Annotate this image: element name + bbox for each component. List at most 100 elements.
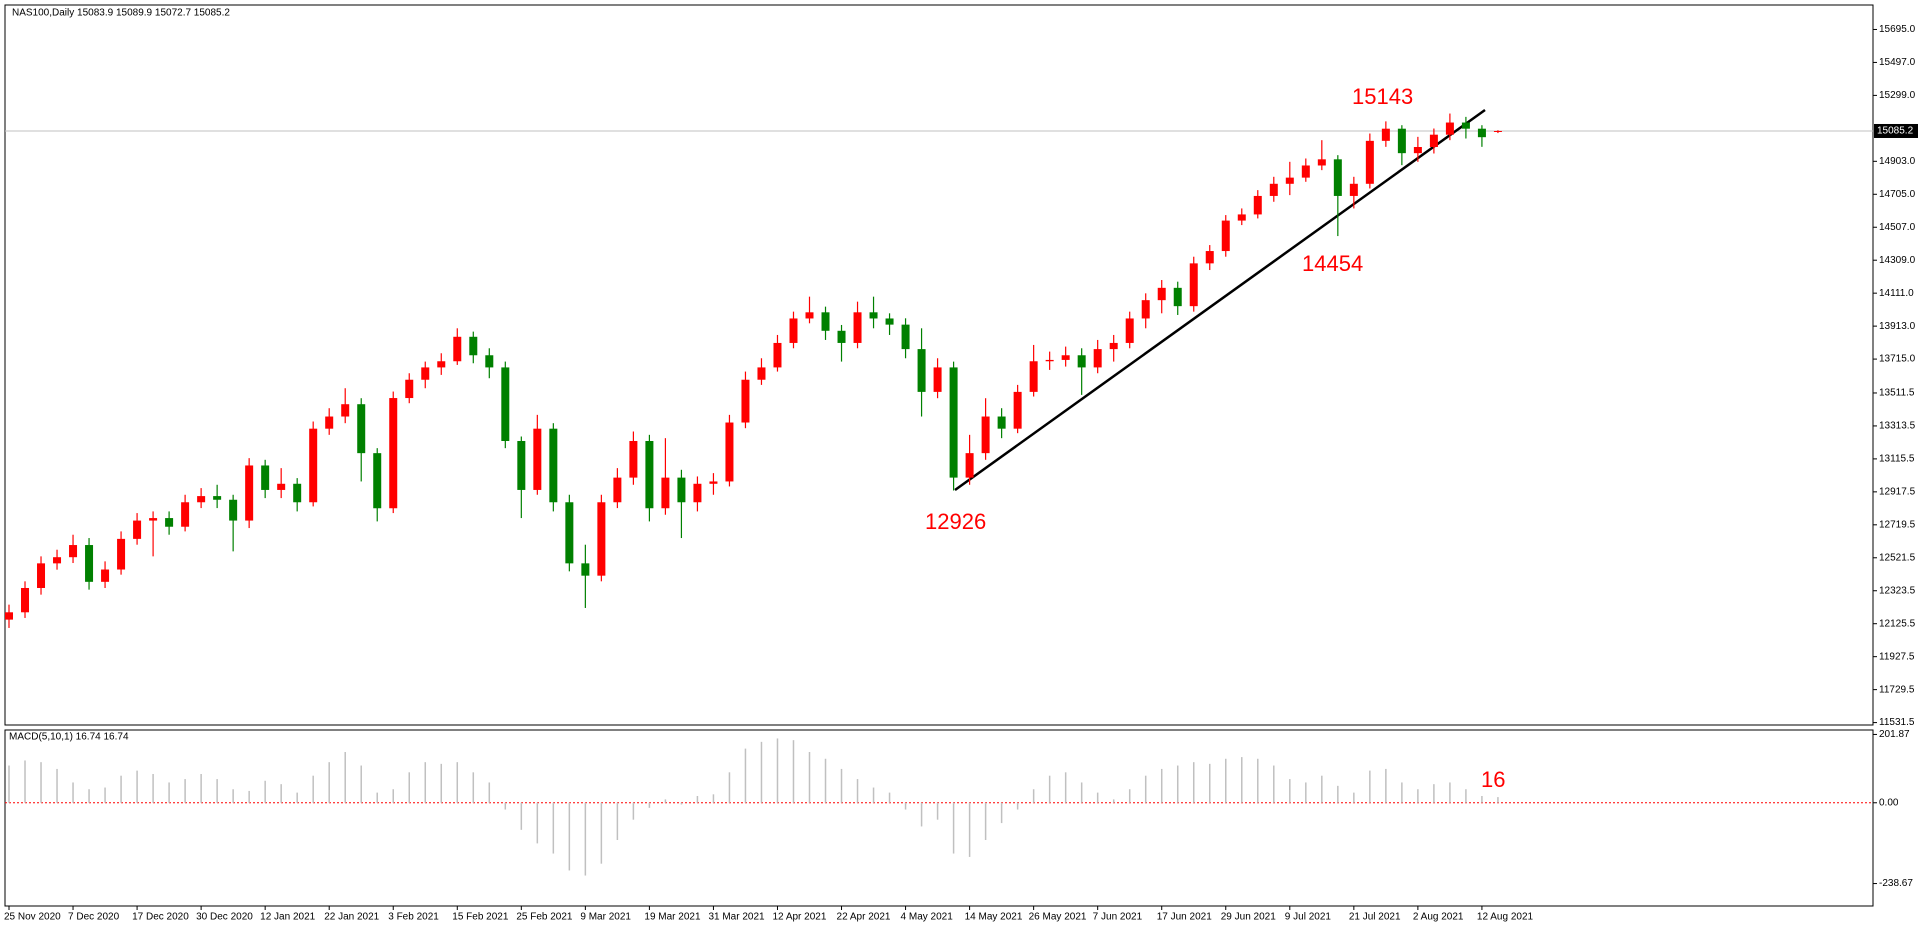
candle-body [405,379,414,399]
candle-body [1077,355,1086,368]
candle-body [757,367,766,380]
candle-body [981,416,990,454]
y-tick-label: 11729.5 [1879,684,1915,695]
candle-body [1013,391,1022,429]
candle-body [5,612,13,620]
candle-body [645,440,654,509]
macd-bar [1257,758,1259,803]
macd-bar [408,772,410,803]
annotation: 14454 [1302,251,1363,276]
y-tick-label: 13511.5 [1879,388,1915,399]
y-tick-label: 0.00 [1879,797,1899,808]
candle-body [53,557,62,564]
macd-bar [296,792,298,803]
candle-body [165,518,174,527]
candle-body [1173,287,1182,307]
candle-body [1477,128,1486,138]
candle-body [197,496,206,503]
candle-body [821,312,830,331]
macd-bar [264,780,266,803]
macd-bar [1337,785,1339,803]
macd-bar [648,802,651,808]
y-tick-label: 14111.0 [1879,288,1914,299]
candle-body [389,398,398,509]
macd-bar [24,760,26,803]
candle-body [357,404,366,454]
macd-pane [4,729,1874,907]
x-tick-label: 9 Mar 2021 [580,912,631,923]
candle-body [629,440,638,478]
annotation: 15143 [1352,84,1413,109]
candle-body [1301,165,1310,178]
candle-body [37,563,46,588]
macd-bar [312,775,314,803]
macd-bar [1032,789,1035,803]
macd-bar [376,792,378,803]
x-tick-label: 22 Jan 2021 [324,912,379,923]
y-tick-label: 15695.0 [1879,24,1916,35]
candle-body [149,518,158,521]
candle-body [453,336,462,362]
candle-body [1029,361,1038,392]
candle-body [437,361,446,368]
x-tick-label: 22 Apr 2021 [837,912,891,923]
candle-body [1205,251,1214,264]
y-tick-label: 14309.0 [1879,255,1916,266]
candle-body [133,520,142,539]
macd-bar [760,741,763,803]
macd-bar [520,802,523,830]
macd-bar [1433,784,1435,803]
candle-body [677,477,686,503]
macd-bar [1176,765,1179,803]
macd-bar [824,758,827,803]
macd-bar [584,802,587,876]
macd-bar [40,762,42,803]
macd-bar [456,762,459,803]
current-price-box [1874,123,1918,138]
candle-body [965,453,974,478]
y-tick-label: 12917.5 [1879,486,1916,497]
x-tick-label: 26 May 2021 [1029,912,1087,923]
candle-body [1237,214,1246,221]
macd-bar [120,775,122,803]
candle-body [1381,128,1390,141]
candle-body [1061,355,1070,360]
macd-bar [248,790,250,803]
candle-body [1429,134,1438,148]
candle-body [1493,130,1502,132]
candle-body [69,545,78,558]
macd-bar [856,779,859,803]
candle-body [1045,359,1054,362]
candle-body [213,496,222,500]
x-tick-label: 21 Jul 2021 [1349,912,1401,923]
candle-body [773,342,782,368]
macd-bar [280,784,282,803]
macd-bar [1369,770,1371,803]
x-tick-label: 14 May 2021 [965,912,1023,923]
candle-body [517,440,526,490]
candle-body [325,416,334,429]
y-tick-label: 15497.0 [1879,57,1916,68]
x-tick-label: 12 Apr 2021 [772,912,826,923]
main-pane [4,4,1874,726]
macd-bar [776,738,779,803]
macd-bar [568,802,571,871]
candle-body [997,416,1006,429]
macd-bar [72,782,74,803]
macd-bar [1192,762,1195,803]
candle-body [485,355,494,368]
candle-body [1461,122,1470,129]
macd-bar [1048,775,1051,803]
macd-bar [952,802,955,854]
candle-body [1125,318,1134,343]
candle-body [1317,159,1326,166]
macd-bar [1305,782,1307,803]
macd-bar [936,802,939,820]
candle-body [469,336,478,356]
macd-bar [632,802,635,820]
candle-body [1397,128,1406,154]
macd-bar [136,770,138,803]
macd-bar [616,802,619,840]
candle-body [533,428,542,490]
